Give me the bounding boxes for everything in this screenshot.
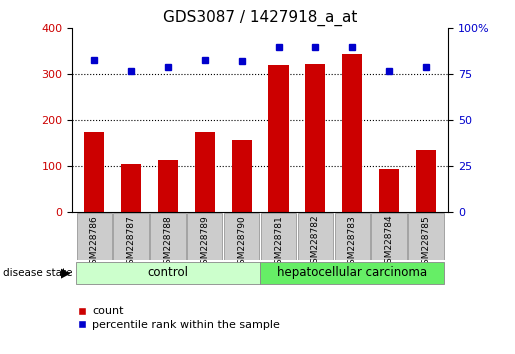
Bar bbox=[335, 213, 370, 260]
Bar bbox=[268, 65, 288, 212]
Bar bbox=[113, 213, 149, 260]
Text: GSM228782: GSM228782 bbox=[311, 215, 320, 269]
Text: ▶: ▶ bbox=[61, 267, 71, 279]
Bar bbox=[305, 64, 325, 212]
Legend: count, percentile rank within the sample: count, percentile rank within the sample bbox=[78, 307, 280, 330]
Bar bbox=[121, 164, 141, 212]
Text: disease state: disease state bbox=[3, 268, 72, 278]
Bar bbox=[416, 150, 436, 212]
Text: GSM228781: GSM228781 bbox=[274, 215, 283, 269]
Bar bbox=[77, 213, 112, 260]
Text: GSM228784: GSM228784 bbox=[385, 215, 393, 269]
Bar bbox=[224, 213, 260, 260]
Bar bbox=[379, 169, 399, 212]
Bar bbox=[158, 160, 178, 212]
Bar bbox=[84, 132, 105, 212]
Bar bbox=[187, 213, 222, 260]
Bar bbox=[342, 54, 363, 212]
Text: GSM228789: GSM228789 bbox=[200, 215, 209, 269]
Bar bbox=[150, 213, 185, 260]
Bar bbox=[76, 262, 260, 284]
Title: GDS3087 / 1427918_a_at: GDS3087 / 1427918_a_at bbox=[163, 9, 357, 25]
Text: GSM228783: GSM228783 bbox=[348, 215, 357, 269]
Bar bbox=[371, 213, 407, 260]
Text: GSM228785: GSM228785 bbox=[421, 215, 431, 269]
Bar bbox=[298, 213, 333, 260]
Bar bbox=[260, 262, 444, 284]
Text: control: control bbox=[147, 267, 188, 279]
Bar bbox=[195, 132, 215, 212]
Text: GSM228786: GSM228786 bbox=[90, 215, 99, 269]
Text: GSM228790: GSM228790 bbox=[237, 215, 246, 269]
Bar bbox=[408, 213, 443, 260]
Text: GSM228788: GSM228788 bbox=[163, 215, 173, 269]
Bar bbox=[232, 140, 252, 212]
Bar bbox=[261, 213, 296, 260]
Text: hepatocellular carcinoma: hepatocellular carcinoma bbox=[277, 267, 427, 279]
Text: GSM228787: GSM228787 bbox=[127, 215, 135, 269]
